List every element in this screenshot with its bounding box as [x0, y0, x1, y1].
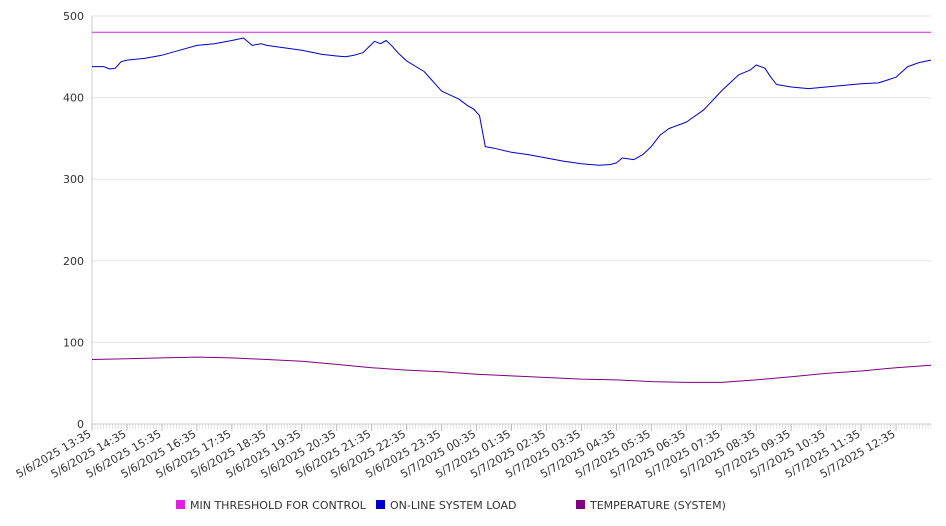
y-tick-label: 0 [77, 418, 84, 431]
y-tick-label: 300 [63, 173, 84, 186]
legend-label: TEMPERATURE (SYSTEM) [589, 499, 726, 512]
y-tick-label: 500 [63, 10, 84, 23]
x-axis-ticks: 5/6/2025 13:355/6/2025 14:355/6/2025 15:… [14, 424, 932, 481]
y-tick-label: 100 [63, 336, 84, 349]
legend-swatch [176, 500, 185, 509]
y-axis-ticks: 0 100 200 300 400 500 [63, 10, 84, 431]
legend-label: ON-LINE SYSTEM LOAD [390, 499, 516, 512]
series-lines [91, 31, 932, 383]
y-tick-label: 400 [63, 92, 84, 105]
legend: MIN THRESHOLD FOR CONTROL ON-LINE SYSTEM … [176, 499, 726, 512]
legend-swatch [376, 500, 385, 509]
legend-swatch [576, 500, 585, 509]
y-tick-label: 200 [63, 255, 84, 268]
axes [91, 16, 931, 425]
grid-lines [92, 15, 931, 343]
series-line-1 [92, 37, 932, 166]
series-line-2 [91, 356, 932, 383]
legend-label: MIN THRESHOLD FOR CONTROL [190, 499, 367, 512]
